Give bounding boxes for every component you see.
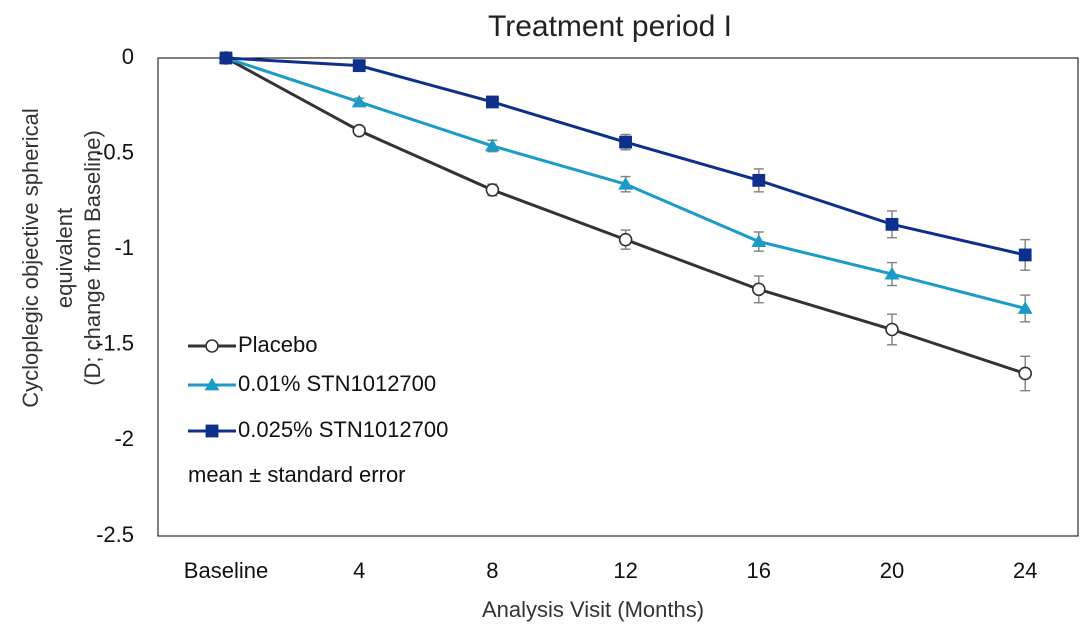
data-point-square	[486, 95, 499, 109]
data-point-triangle	[618, 176, 634, 190]
data-point-circle	[885, 322, 899, 337]
legend-label: Placebo	[238, 332, 318, 357]
series-line	[225, 56, 1026, 257]
data-point-triangle	[884, 266, 900, 280]
plot-area	[157, 57, 1079, 537]
data-point-triangle	[484, 138, 500, 152]
data-point-triangle	[351, 94, 367, 108]
x-axis-label: Analysis Visit (Months)	[482, 597, 704, 622]
legend-label: 0.01% STN1012700	[238, 371, 436, 396]
y-axis-label: Cycloplegic objective spherical equivale…	[18, 108, 105, 408]
x-tick-label: Baseline	[184, 558, 268, 583]
data-point-circle	[618, 232, 633, 247]
data-point-square	[1018, 248, 1032, 262]
data-point-square	[219, 51, 233, 65]
series-layer	[218, 50, 1033, 392]
y-axis-label-line-3: (D; change from Baseline)	[80, 130, 105, 386]
data-point-circle	[352, 123, 367, 138]
series-0	[219, 51, 1032, 392]
data-point-triangle	[204, 377, 220, 391]
x-tick-label: 4	[353, 558, 365, 583]
x-tick-label: 12	[613, 558, 637, 583]
x-tick-label: 20	[880, 558, 904, 583]
x-axis-ticks: Baseline 4 8 12 16 20 24	[184, 558, 1038, 583]
data-point-circle	[485, 183, 500, 197]
data-point-circle	[751, 282, 766, 297]
data-point-square	[619, 135, 632, 149]
y-tick-label: -1	[114, 235, 134, 260]
y-tick-label: -0.5	[96, 139, 134, 164]
data-point-circle	[1018, 366, 1032, 381]
x-tick-label: 8	[486, 558, 498, 583]
x-tick-label: 16	[747, 558, 771, 583]
y-axis-ticks: 0 -0.5 -1 -1.5 -2 -2.5	[96, 44, 134, 547]
legend-item: 0.01% STN1012700	[188, 371, 436, 396]
data-point-square	[352, 59, 366, 73]
legend-label: 0.025% STN1012700	[238, 417, 448, 442]
legend-item: Placebo	[188, 332, 318, 357]
y-axis-label-line-2: equivalent	[52, 208, 77, 308]
y-tick-label: -1.5	[96, 331, 134, 356]
data-point-square	[752, 173, 766, 187]
y-tick-label: -2.5	[96, 522, 134, 547]
y-axis-label-line-1: Cycloplegic objective spherical	[18, 108, 43, 408]
chart-title: Treatment period I	[488, 10, 732, 43]
y-tick-label: -2	[114, 426, 134, 451]
legend-note: mean ± standard error	[188, 462, 406, 487]
data-point-square	[205, 424, 219, 438]
y-tick-label: 0	[122, 44, 134, 69]
series-1	[218, 50, 1033, 323]
data-point-triangle	[1017, 301, 1033, 314]
data-point-square	[885, 217, 899, 231]
legend: Placebo 0.01% STN1012700 0.025% STN1012700	[188, 332, 448, 442]
data-point-circle	[205, 339, 219, 353]
x-tick-label: 24	[1013, 558, 1037, 583]
series-line	[225, 56, 1026, 375]
legend-item: 0.025% STN1012700	[188, 417, 448, 442]
data-point-triangle	[751, 234, 767, 247]
series-2	[219, 51, 1032, 271]
